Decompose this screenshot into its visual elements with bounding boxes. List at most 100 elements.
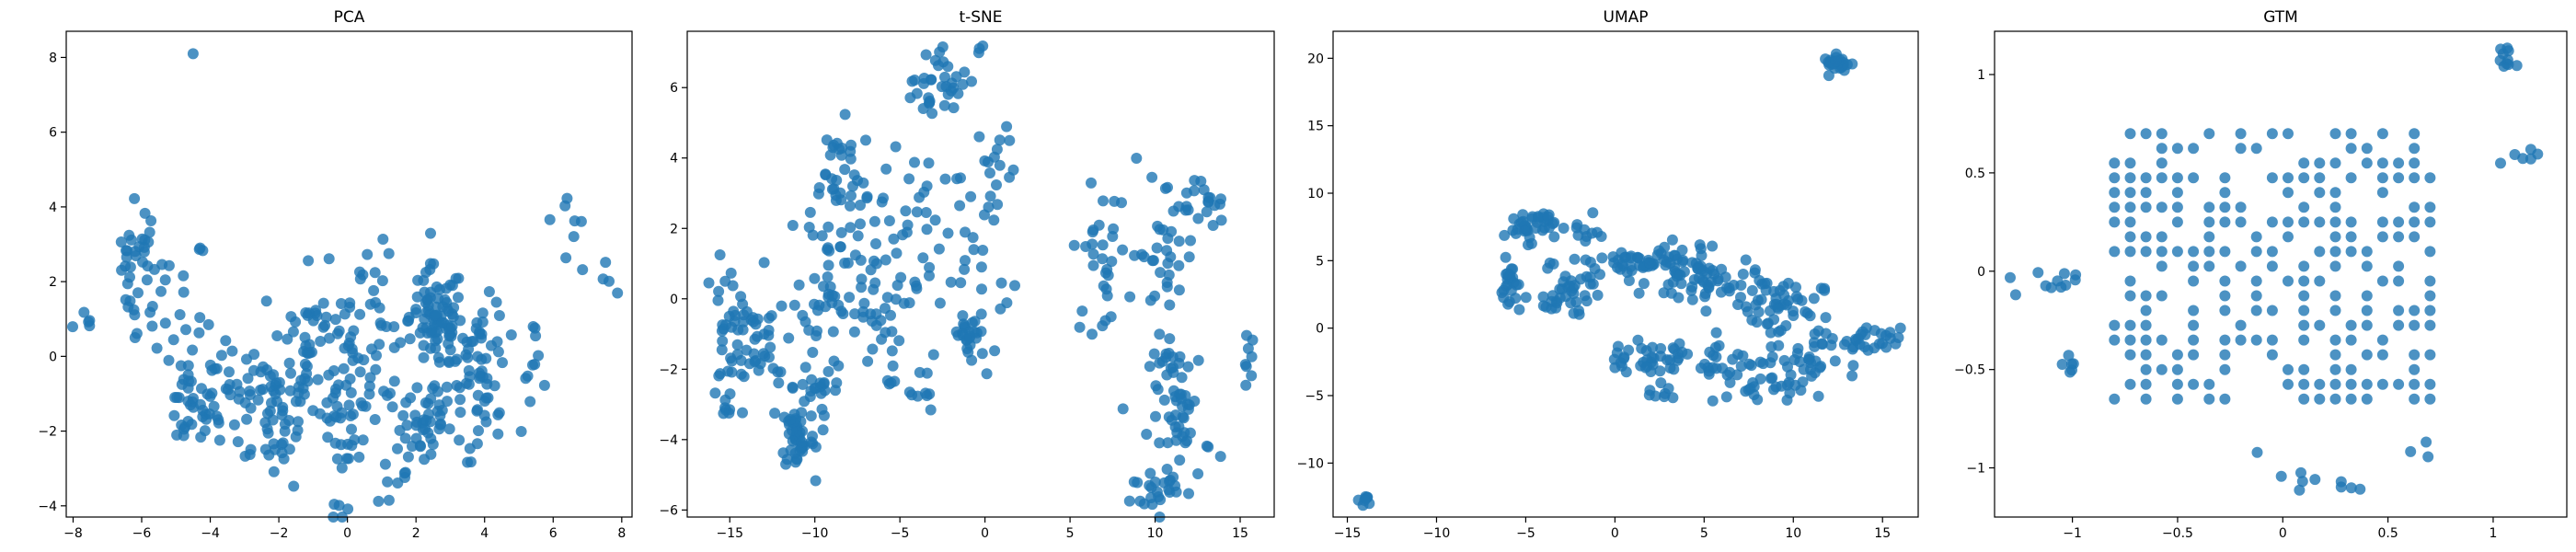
tsne-data-point [903,297,915,309]
tsne-data-point [735,354,747,366]
gtm-data-point [2109,393,2121,405]
tsne-data-point [937,41,949,52]
pca-data-point [376,275,388,287]
pca-data-point [159,274,171,286]
tsne-data-point [822,259,834,271]
pca-data-point [268,466,280,477]
tsne-data-point [1144,294,1156,306]
gtm-data-point [2329,363,2341,375]
pca-data-point [208,400,220,412]
gtm-data-point [2329,128,2341,140]
tsne-data-point [887,360,899,372]
tsne-data-point [1001,297,1013,309]
gtm-data-point [2124,187,2136,199]
tsne-data-point [726,366,738,378]
tsne-data-point [920,207,932,218]
tsne-data-point [1173,236,1185,247]
gtm-data-point [2109,334,2121,346]
gtm-data-point [2409,216,2421,228]
gtm-data-point [2422,451,2434,463]
pca-data-point [302,375,314,387]
gtm-x-tick-label: 0 [2279,526,2287,541]
gtm-data-point [2140,231,2152,243]
pca-data-point [473,425,484,437]
tsne-data-point [725,267,737,279]
pca-data-point [285,367,296,379]
tsne-data-point [933,243,945,255]
pca-x-tick-label: 6 [549,526,558,541]
umap-data-point [1544,257,1556,269]
pca-y-tick-label: −2 [38,425,57,440]
gtm-data-point [2140,246,2152,258]
umap-data-point [1820,312,1832,324]
pca-data-point [463,364,475,376]
gtm-data-point [2393,216,2405,228]
pca-data-point [335,298,347,309]
pca-data-point [433,356,445,368]
gtm-data-point [2124,231,2136,243]
gtm-data-point [2329,216,2341,228]
tsne-data-point [787,381,799,393]
pca-data-point [451,380,463,391]
gtm-data-point [2361,349,2373,361]
gtm-data-point [2309,474,2321,486]
tsne-data-point [1098,280,1110,292]
pca-data-point [419,454,431,466]
gtm-data-point [2156,363,2168,375]
umap-data-point [1573,305,1584,316]
tsne-data-point [713,285,725,297]
pca-data-point [437,301,449,313]
umap-data-point [1626,265,1638,276]
umap-data-point [1666,234,1678,246]
umap-data-point [1660,259,1672,271]
tsne-x-tick-label: 0 [981,526,989,541]
pca-data-point [245,402,257,414]
pca-data-point [409,409,421,421]
pca-data-point [78,306,90,318]
umap-data-point [1699,291,1711,303]
pca-data-point [300,307,312,318]
umap-data-point [1765,327,1777,339]
tsne-data-point [955,277,967,289]
tsne-data-point [1144,467,1156,479]
pca-data-point [159,317,171,329]
gtm-data-point [2295,466,2306,478]
pca-data-point [369,414,381,425]
umap-data-point [1890,338,1902,350]
pca-data-point [233,393,245,405]
gtm-data-point [2424,201,2436,213]
gtm-y-tick-label: −0.5 [1954,363,1985,378]
gtm-data-point [2124,275,2136,287]
tsne-data-point [787,435,799,447]
pca-data-point [278,453,290,465]
umap-data-point [1791,348,1803,360]
tsne-data-point [816,403,828,415]
pca-data-point [346,440,358,452]
gtm-data-point [2361,290,2373,302]
tsne-data-point [811,325,822,337]
pca-data-point [446,320,458,332]
tsne-data-point [957,310,969,322]
gtm-data-point [2124,378,2136,390]
gtm-data-point [2250,290,2262,302]
umap-data-point [1644,257,1656,269]
gtm-data-point [2156,143,2168,155]
gtm-data-point [2156,290,2168,302]
tsne-data-point [1240,379,1252,391]
tsne-data-point [914,191,926,203]
tsne-data-point [909,156,920,168]
gtm-data-point [2005,271,2016,283]
umap-data-point [1503,296,1515,307]
tsne-data-point [1201,440,1213,452]
pca-ticks: −8 −6 −4 −2 0 2 4 6 8 −4 −2 0 2 4 6 8 [38,51,626,541]
tsne-data-point [1098,195,1109,207]
tsne-data-point [903,173,915,185]
tsne-data-point [732,324,744,336]
gtm-data-point [2495,157,2506,169]
tsne-data-point [880,163,892,175]
tsne-data-point [1128,476,1140,488]
tsne-data-point [842,257,854,269]
umap-y-tick-label: 10 [1307,187,1324,201]
gtm-data-point [2345,128,2357,140]
umap-y-tick-label: −5 [1305,389,1324,404]
